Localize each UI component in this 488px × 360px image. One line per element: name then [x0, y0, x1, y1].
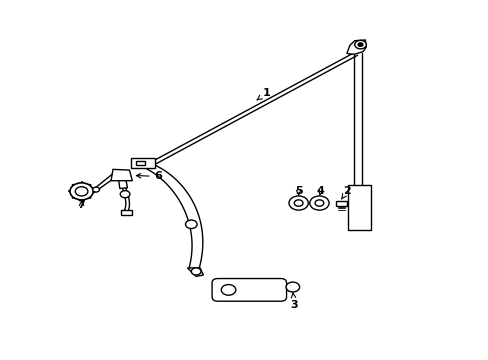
Circle shape	[93, 187, 99, 192]
FancyBboxPatch shape	[212, 279, 286, 301]
Circle shape	[221, 284, 235, 295]
Text: 6: 6	[136, 171, 162, 181]
Circle shape	[120, 191, 130, 198]
Circle shape	[294, 200, 303, 206]
Circle shape	[70, 183, 93, 200]
Text: 2: 2	[341, 186, 350, 199]
Circle shape	[288, 196, 308, 210]
FancyBboxPatch shape	[347, 185, 370, 230]
Polygon shape	[119, 181, 127, 189]
Circle shape	[309, 196, 328, 210]
Text: 4: 4	[316, 186, 324, 196]
Text: 5: 5	[294, 186, 302, 196]
Circle shape	[75, 187, 88, 196]
Bar	[121, 210, 132, 215]
Circle shape	[285, 282, 299, 292]
Bar	[131, 158, 155, 168]
Bar	[136, 161, 144, 165]
Circle shape	[354, 40, 366, 49]
Text: 7: 7	[78, 200, 85, 210]
Polygon shape	[111, 169, 132, 181]
Circle shape	[185, 220, 197, 229]
Text: 1: 1	[257, 88, 269, 100]
Polygon shape	[346, 40, 366, 54]
Circle shape	[357, 43, 362, 46]
Polygon shape	[187, 268, 203, 276]
Text: 3: 3	[290, 293, 298, 310]
Circle shape	[314, 200, 323, 206]
Circle shape	[191, 268, 201, 275]
Bar	[335, 201, 346, 206]
